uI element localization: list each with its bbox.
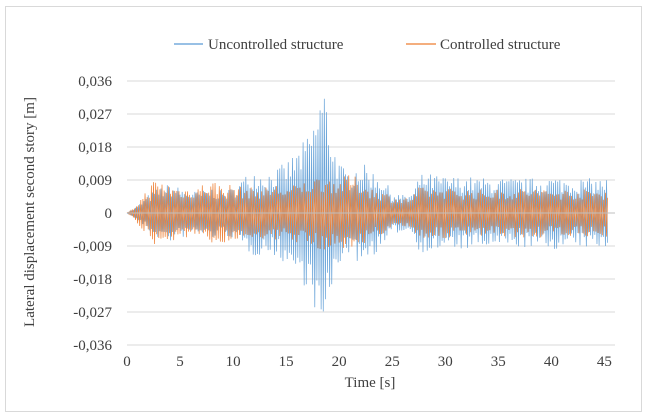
y-axis-label: Lateral displacement second story [m] [22, 97, 38, 327]
y-tick-label: 0,018 [78, 140, 112, 156]
x-tick-label: 30 [438, 354, 453, 370]
y-tick-labels: 0,036 0,027 0,018 0,009 0 -0,009 -0,018 -0,027 -… [73, 74, 112, 354]
y-tick-label: 0 [105, 206, 113, 222]
x-tick-label: 35 [491, 354, 506, 370]
y-tick-label: -0,027 [73, 305, 112, 321]
y-tick-label: 0,036 [78, 74, 112, 90]
y-tick-label: -0,018 [73, 272, 112, 288]
x-tick-label: 15 [279, 354, 294, 370]
legend-item-controlled: Controlled structure [406, 37, 561, 53]
legend: Uncontrolled structure Controlled struct… [174, 37, 561, 53]
legend-label-controlled: Controlled structure [440, 37, 561, 53]
legend-item-uncontrolled: Uncontrolled structure [174, 37, 344, 53]
x-tick-labels: 0 5 10 15 20 25 30 35 40 45 [123, 354, 612, 370]
x-tick-label: 10 [226, 354, 241, 370]
x-tick-label: 40 [544, 354, 559, 370]
grid-lines [127, 80, 615, 346]
x-tick-label: 25 [385, 354, 400, 370]
x-axis-label: Time [s] [345, 375, 396, 391]
x-tick-label: 45 [597, 354, 612, 370]
series-layer [126, 98, 608, 312]
x-tick-label: 0 [123, 354, 131, 370]
legend-label-uncontrolled: Uncontrolled structure [208, 37, 344, 53]
y-tick-label: -0,036 [73, 338, 112, 354]
y-tick-label: -0,009 [73, 239, 112, 255]
x-tick-label: 5 [176, 354, 184, 370]
x-tick-label: 20 [332, 354, 347, 370]
y-tick-label: 0,027 [78, 107, 112, 123]
y-tick-label: 0,009 [78, 173, 112, 189]
